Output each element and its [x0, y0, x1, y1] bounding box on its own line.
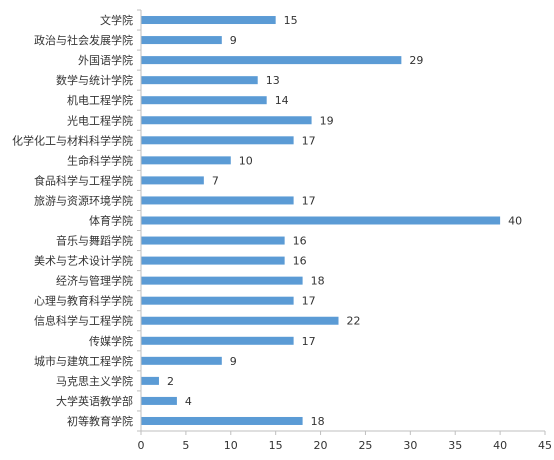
axes-layer: [137, 9, 546, 435]
category-label: 食品科学与工程学院: [34, 173, 133, 187]
data-label: 40: [508, 215, 522, 228]
data-label: 10: [239, 154, 253, 167]
x-tick-label: 10: [224, 439, 238, 452]
category-label: 音乐与舞蹈学院: [56, 234, 133, 248]
category-label: 文学院: [100, 13, 133, 27]
data-label: 2: [167, 375, 174, 388]
bar: [141, 196, 294, 205]
category-label: 城市与建筑工程学院: [34, 354, 133, 368]
data-label: 9: [230, 34, 237, 47]
category-label: 数学与统计学院: [56, 73, 133, 87]
x-tick-label: 0: [138, 439, 145, 452]
x-tick-label: 5: [182, 439, 189, 452]
bar: [141, 176, 204, 185]
data-label: 22: [347, 315, 361, 328]
bar: [141, 56, 402, 65]
bar: [141, 356, 222, 365]
data-label: 9: [230, 355, 237, 368]
category-label: 传媒学院: [89, 334, 133, 348]
x-tick-label: 45: [538, 439, 552, 452]
bar: [141, 76, 258, 85]
category-label: 政治与社会发展学院: [34, 33, 133, 47]
bar: [141, 256, 285, 265]
bar: [141, 36, 222, 45]
category-label: 美术与艺术设计学院: [34, 254, 133, 268]
bar: [141, 416, 303, 425]
category-label: 机电工程学院: [67, 93, 133, 107]
data-label: 18: [311, 415, 325, 428]
category-label: 经济与管理学院: [56, 274, 133, 288]
bar: [141, 396, 177, 405]
category-label: 马克思主义学院: [56, 374, 133, 388]
data-label: 17: [302, 134, 316, 147]
bars-layer: [141, 16, 501, 425]
data-label: 16: [293, 235, 307, 248]
bar: [141, 376, 159, 385]
category-label: 化学化工与材料科学学院: [12, 133, 133, 147]
category-label: 旅游与资源环境学院: [34, 193, 133, 207]
category-label: 光电工程学院: [67, 113, 133, 127]
data-label: 7: [212, 174, 219, 187]
category-label: 生命科学学院: [67, 153, 133, 167]
bar: [141, 136, 294, 145]
data-label: 13: [266, 74, 280, 87]
category-label: 信息科学与工程学院: [34, 314, 133, 328]
data-label: 18: [311, 275, 325, 288]
bar: [141, 276, 303, 285]
x-tick-label: 15: [269, 439, 283, 452]
data-label: 14: [275, 94, 289, 107]
bar: [141, 216, 501, 225]
bar: [141, 236, 285, 245]
data-label: 15: [284, 14, 298, 27]
data-label: 29: [409, 54, 423, 67]
category-label: 心理与教育科学学院: [34, 294, 133, 308]
bar: [141, 96, 267, 105]
category-label: 大学英语教学部: [56, 394, 133, 408]
data-label: 17: [302, 295, 316, 308]
data-label: 17: [302, 194, 316, 207]
category-label: 外国语学院: [78, 53, 133, 67]
bar: [141, 116, 312, 125]
data-label: 17: [302, 335, 316, 348]
x-tick-label: 20: [314, 439, 328, 452]
category-label: 体育学院: [89, 214, 133, 228]
bar: [141, 156, 231, 165]
bar: [141, 336, 294, 345]
category-label: 初等教育学院: [67, 414, 133, 428]
bar: [141, 16, 276, 25]
x-tick-label: 35: [448, 439, 462, 452]
data-label: 19: [320, 114, 334, 127]
data-label: 16: [293, 255, 307, 268]
x-tick-label: 25: [358, 439, 372, 452]
bar: [141, 296, 294, 305]
x-tick-label: 40: [493, 439, 507, 452]
x-tick-label: 30: [403, 439, 417, 452]
data-label: 4: [185, 395, 192, 408]
bar: [141, 316, 339, 325]
